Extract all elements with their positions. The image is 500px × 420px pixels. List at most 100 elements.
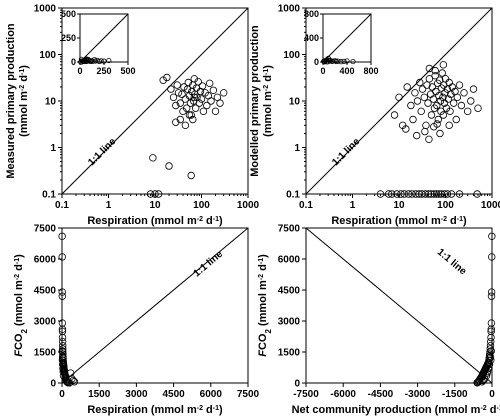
data-point <box>390 111 399 119</box>
data-point <box>467 97 475 105</box>
data-point <box>432 190 441 198</box>
data-point <box>376 190 385 198</box>
inset-x-tick-label: 400 <box>339 66 354 76</box>
inset-data-point <box>329 58 336 64</box>
data-point <box>487 288 496 296</box>
data-point <box>487 292 496 300</box>
data-point <box>424 99 432 107</box>
plot-frame <box>61 227 249 384</box>
data-point <box>487 333 495 342</box>
data-point <box>439 111 448 119</box>
data-point <box>430 104 439 112</box>
data-point <box>190 93 198 102</box>
inset-data-point <box>326 58 333 64</box>
data-point <box>70 378 79 386</box>
data-point <box>191 104 200 112</box>
data-point <box>58 288 66 296</box>
data-point <box>438 69 446 77</box>
data-point <box>427 111 436 119</box>
data-point <box>455 81 464 89</box>
data-point <box>408 190 416 198</box>
data-point <box>447 190 456 198</box>
x-tick-label: 0.1 <box>55 200 69 211</box>
inset-data-point <box>92 58 98 64</box>
data-point <box>211 107 220 116</box>
x-tick-label: -3000 <box>405 389 431 400</box>
data-point <box>425 135 433 144</box>
x-axis-label: Respiration (mmol m-2 d-1) <box>87 215 223 227</box>
data-point <box>487 325 495 333</box>
y-axis-label: FCO2 (mmol m-2 d-1) <box>13 254 29 357</box>
data-point <box>421 127 429 136</box>
y-tick-label: 0 <box>50 379 56 390</box>
data-point <box>187 111 195 119</box>
data-point <box>435 190 443 198</box>
data-point <box>413 97 422 105</box>
data-point <box>393 190 401 198</box>
data-point <box>488 253 496 261</box>
data-point <box>65 379 74 387</box>
inset-data-point <box>91 57 98 63</box>
inset-data-point <box>332 58 338 64</box>
data-point <box>58 325 67 333</box>
data-point <box>216 99 224 107</box>
y-tick-label: 4500 <box>34 286 57 297</box>
data-point <box>437 190 445 198</box>
one-to-one-line <box>61 227 249 384</box>
data-point <box>219 89 228 97</box>
data-point <box>205 79 214 88</box>
y-tick-label: 100 <box>39 50 56 61</box>
data-point <box>446 107 454 116</box>
data-point <box>452 115 460 124</box>
inset-a: 0 250 500 0 250 500 <box>61 9 136 76</box>
data-point <box>184 78 192 87</box>
data-point <box>423 81 431 89</box>
y-tick-label: 3000 <box>34 317 57 328</box>
data-point <box>195 99 204 107</box>
data-point <box>433 120 441 128</box>
y-tick-label: 1500 <box>34 348 57 359</box>
inset-data-point <box>79 59 85 65</box>
data-point <box>181 121 190 130</box>
data-point <box>59 360 67 369</box>
data-point <box>469 85 478 93</box>
y-axis-label: (mmol m-2 d-1) <box>262 65 274 137</box>
data-point <box>58 356 67 364</box>
x-tick-label: 1500 <box>88 389 111 400</box>
inset-y-tick-label: 500 <box>61 9 76 19</box>
y-tick-label: 1500 <box>278 348 301 359</box>
data-point <box>58 337 67 346</box>
x-tick-label: 4500 <box>162 389 185 400</box>
data-point <box>178 90 186 98</box>
y-tick-label: 1 <box>294 143 300 154</box>
x-tick-label: 1000 <box>481 200 500 211</box>
x-tick-label: 1000 <box>237 200 260 211</box>
panel-b: 0.1 1 10 100 1000 0.1 1 10 100 1000 1:1 line Respir… <box>249 4 500 228</box>
x-tick-label: 0 <box>489 389 495 400</box>
inset-b: 0 400 800 0 400 800 <box>304 9 379 76</box>
data-point <box>198 82 207 90</box>
one-to-one-label: 1:1 line <box>86 136 118 168</box>
inset-y-tick-label: 0 <box>71 57 76 67</box>
x-tick-label: 0.1 <box>299 200 313 211</box>
inset-data-point <box>341 58 347 65</box>
y-axis-label: Measured primary production <box>5 23 17 179</box>
data-point <box>58 353 67 361</box>
inset-data-point <box>88 57 95 64</box>
data-point <box>58 232 66 240</box>
data-point <box>209 86 218 94</box>
data-point <box>435 76 444 84</box>
data-point <box>402 125 410 133</box>
one-to-one-label: 1:1 line <box>435 247 469 278</box>
data-point <box>58 253 66 261</box>
data-point <box>474 104 482 112</box>
x-tick-label: 0 <box>59 389 65 400</box>
data-point <box>488 232 496 240</box>
data-point <box>445 78 453 87</box>
data-point <box>58 333 67 342</box>
inset-x-tick-label: 250 <box>96 66 111 76</box>
x-tick-label: 10 <box>393 200 405 211</box>
data-point <box>428 83 436 91</box>
panel-c: 0 1500 3000 4500 6000 7500 0 1500 3000 4500 6000 75… <box>13 224 260 417</box>
data-point <box>159 76 167 84</box>
